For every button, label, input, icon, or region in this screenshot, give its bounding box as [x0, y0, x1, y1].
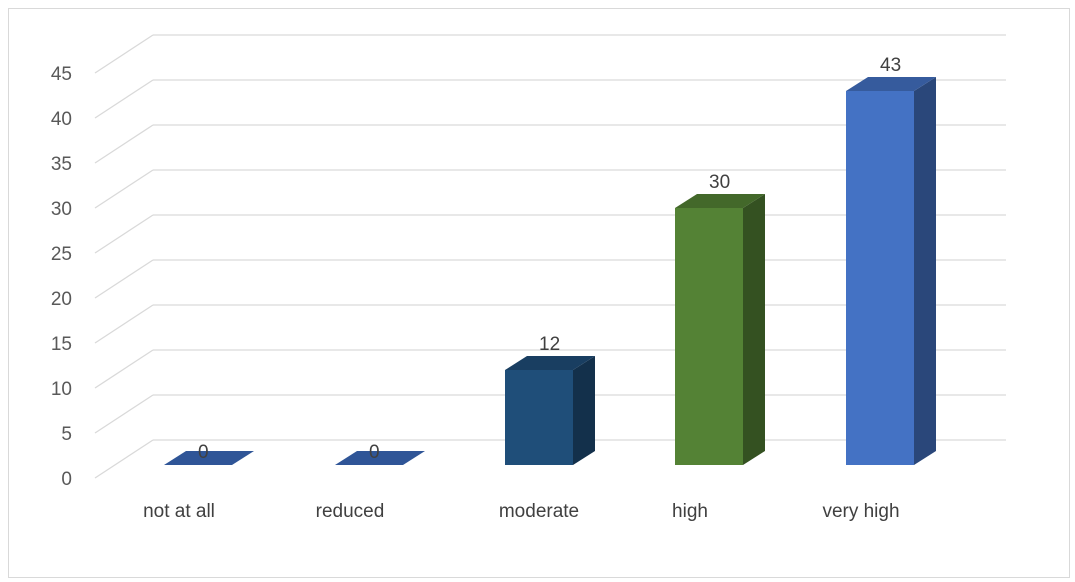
bar-side: [914, 77, 936, 465]
gridline-side: [94, 349, 154, 389]
gridline-side: [94, 34, 154, 74]
bar-front: [505, 370, 573, 465]
y-tick-label: 0: [61, 469, 72, 490]
bar-top: [164, 451, 254, 465]
bar-side: [743, 194, 765, 465]
data-label: 12: [539, 334, 560, 355]
bar-front: [846, 91, 914, 465]
y-axis-tick-labels: 0 5 10 15 20 25 30 35 40 45: [51, 64, 72, 490]
gridline-side: [94, 79, 154, 119]
y-tick-label: 30: [51, 199, 72, 220]
bar-top: [505, 356, 595, 370]
gridline-side: [94, 439, 154, 479]
data-label: 0: [198, 442, 209, 463]
gridline-side: [94, 169, 154, 209]
bar: [675, 194, 765, 465]
bars: [164, 77, 936, 465]
data-labels: 0 0 12 30 43: [198, 55, 901, 463]
bar: [505, 356, 595, 465]
bar: [335, 451, 425, 465]
y-tick-label: 5: [61, 424, 72, 445]
data-label: 0: [369, 442, 380, 463]
data-label: 43: [880, 55, 901, 76]
y-tick-label: 20: [51, 289, 72, 310]
y-tick-label: 25: [51, 244, 72, 265]
category-labels: not at all reduced moderate high very high: [143, 501, 899, 522]
bar: [846, 77, 936, 465]
y-tick-label: 40: [51, 109, 72, 130]
bar-top: [846, 77, 936, 91]
category-label: very high: [822, 501, 899, 522]
gridline-side: [94, 214, 154, 254]
gridline-side: [94, 304, 154, 344]
gridline-side: [94, 394, 154, 434]
bar-top: [335, 451, 425, 465]
y-tick-label: 35: [51, 154, 72, 175]
category-label: high: [672, 501, 708, 522]
y-tick-label: 15: [51, 334, 72, 355]
category-label: reduced: [316, 501, 385, 522]
bar-top: [675, 194, 765, 208]
category-label: not at all: [143, 501, 215, 522]
gridline-side: [94, 259, 154, 299]
data-label: 30: [709, 172, 730, 193]
bar-side: [573, 356, 595, 465]
gridline-side: [94, 124, 154, 164]
bar-front: [675, 208, 743, 465]
y-tick-label: 45: [51, 64, 72, 85]
bar: [164, 451, 254, 465]
y-tick-label: 10: [51, 379, 72, 400]
category-label: moderate: [499, 501, 579, 522]
